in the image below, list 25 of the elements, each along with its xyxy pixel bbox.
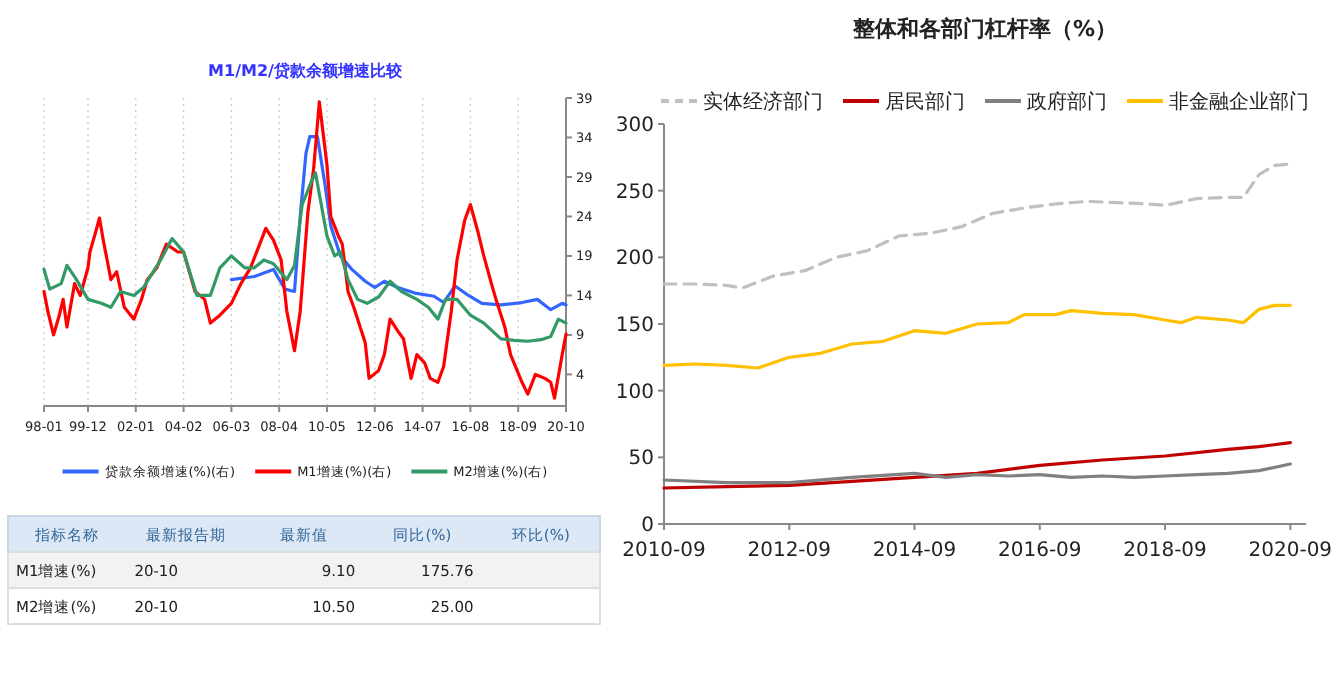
x-tick-label: 2012-09 <box>747 540 832 562</box>
x-tick-label: 2020-09 <box>1248 540 1333 562</box>
y-tick-label: 0 <box>641 515 654 537</box>
y-tick-label: 300 <box>615 115 654 137</box>
chart-title: M1/M2/贷款余额增速比较 <box>208 62 404 80</box>
x-tick-label: 2014-09 <box>872 540 957 562</box>
legend-label: 非金融企业部门 <box>1169 90 1309 114</box>
line-series <box>229 135 568 312</box>
x-tick-label: 2010-09 <box>622 540 706 562</box>
chart-title: 整体和各部门杠杆率（%） <box>850 16 1118 42</box>
x-tick-label: 2018-09 <box>1123 540 1207 562</box>
line-series <box>662 303 1292 370</box>
line-series <box>42 100 568 400</box>
y-tick-label: 150 <box>615 315 654 337</box>
y-tick-label: 250 <box>615 181 654 204</box>
legend-label: 居民部门 <box>885 90 965 114</box>
y-tick-label: 200 <box>615 248 654 271</box>
x-tick-label: 2016-09 <box>998 540 1082 562</box>
y-tick-label: 100 <box>615 381 654 404</box>
line-series <box>662 441 1292 490</box>
legend-label: 政府部门 <box>1027 90 1107 114</box>
line-series <box>662 162 1292 290</box>
y-tick-label: 50 <box>628 448 654 471</box>
line-series <box>42 171 568 343</box>
legend-label: 实体经济部门 <box>703 90 823 114</box>
